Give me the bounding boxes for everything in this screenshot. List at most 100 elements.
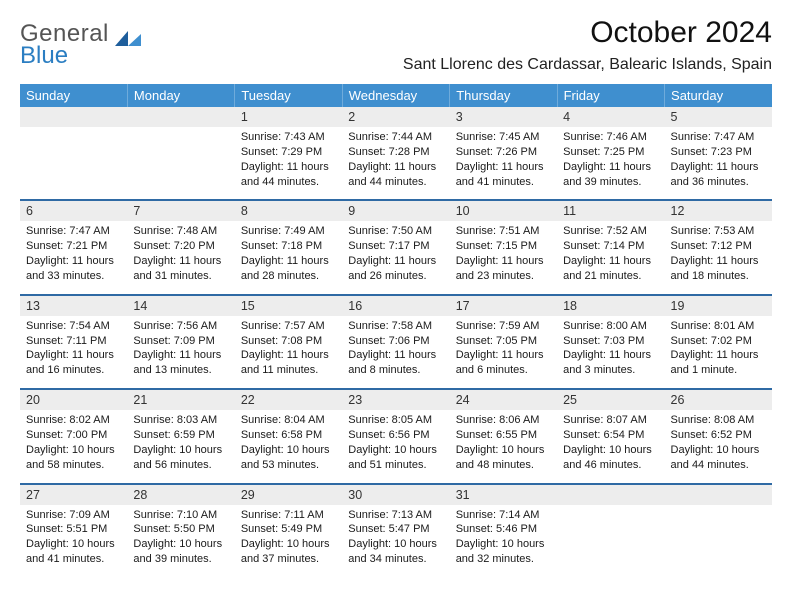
day-content-cell: Sunrise: 7:43 AMSunset: 7:29 PMDaylight:… bbox=[235, 127, 342, 200]
day-number-cell: 25 bbox=[557, 390, 664, 410]
sunrise-line: Sunrise: 7:56 AM bbox=[133, 319, 228, 334]
day-content-row: Sunrise: 7:54 AMSunset: 7:11 PMDaylight:… bbox=[20, 316, 772, 389]
title-block: October 2024 Sant Llorenc des Cardassar,… bbox=[403, 16, 772, 74]
sunset-line: Sunset: 6:58 PM bbox=[241, 428, 336, 443]
day-content-cell: Sunrise: 8:05 AMSunset: 6:56 PMDaylight:… bbox=[342, 410, 449, 483]
day-number-cell: 28 bbox=[127, 485, 234, 505]
day-number-cell: 8 bbox=[235, 201, 342, 221]
day-content-cell: Sunrise: 7:52 AMSunset: 7:14 PMDaylight:… bbox=[557, 221, 664, 294]
daylight-line: Daylight: 11 hours and 33 minutes. bbox=[26, 254, 121, 284]
day-number-cell: 19 bbox=[665, 296, 772, 316]
day-number-cell bbox=[20, 107, 127, 127]
day-content-cell: Sunrise: 7:57 AMSunset: 7:08 PMDaylight:… bbox=[235, 316, 342, 389]
daylight-line: Daylight: 10 hours and 37 minutes. bbox=[241, 537, 336, 567]
daylight-line: Daylight: 11 hours and 44 minutes. bbox=[241, 160, 336, 190]
sunrise-line: Sunrise: 7:50 AM bbox=[348, 224, 443, 239]
daylight-line: Daylight: 11 hours and 21 minutes. bbox=[563, 254, 658, 284]
daylight-line: Daylight: 11 hours and 1 minute. bbox=[671, 348, 766, 378]
day-content-cell: Sunrise: 8:02 AMSunset: 7:00 PMDaylight:… bbox=[20, 410, 127, 483]
sunset-line: Sunset: 5:49 PM bbox=[241, 522, 336, 537]
day-content-cell: Sunrise: 7:56 AMSunset: 7:09 PMDaylight:… bbox=[127, 316, 234, 389]
day-content-cell: Sunrise: 7:54 AMSunset: 7:11 PMDaylight:… bbox=[20, 316, 127, 389]
day-number-cell: 13 bbox=[20, 296, 127, 316]
daylight-line: Daylight: 10 hours and 51 minutes. bbox=[348, 443, 443, 473]
day-content-cell: Sunrise: 7:46 AMSunset: 7:25 PMDaylight:… bbox=[557, 127, 664, 200]
day-content-cell: Sunrise: 7:59 AMSunset: 7:05 PMDaylight:… bbox=[450, 316, 557, 389]
header: General Blue October 2024 Sant Llorenc d… bbox=[20, 16, 772, 74]
daylight-line: Daylight: 11 hours and 16 minutes. bbox=[26, 348, 121, 378]
daylight-line: Daylight: 11 hours and 31 minutes. bbox=[133, 254, 228, 284]
day-number-cell: 30 bbox=[342, 485, 449, 505]
sunrise-line: Sunrise: 7:45 AM bbox=[456, 130, 551, 145]
sunrise-line: Sunrise: 7:51 AM bbox=[456, 224, 551, 239]
sunset-line: Sunset: 7:08 PM bbox=[241, 334, 336, 349]
daylight-line: Daylight: 11 hours and 41 minutes. bbox=[456, 160, 551, 190]
sunrise-line: Sunrise: 8:08 AM bbox=[671, 413, 766, 428]
daynum-row: 13141516171819 bbox=[20, 296, 772, 316]
sunrise-line: Sunrise: 8:02 AM bbox=[26, 413, 121, 428]
day-number-cell: 26 bbox=[665, 390, 772, 410]
day-number-cell: 10 bbox=[450, 201, 557, 221]
daynum-row: 20212223242526 bbox=[20, 390, 772, 410]
day-number-cell: 15 bbox=[235, 296, 342, 316]
sunset-line: Sunset: 7:18 PM bbox=[241, 239, 336, 254]
day-content-cell: Sunrise: 7:47 AMSunset: 7:21 PMDaylight:… bbox=[20, 221, 127, 294]
daylight-line: Daylight: 11 hours and 39 minutes. bbox=[563, 160, 658, 190]
daylight-line: Daylight: 10 hours and 41 minutes. bbox=[26, 537, 121, 567]
daylight-line: Daylight: 10 hours and 46 minutes. bbox=[563, 443, 658, 473]
daylight-line: Daylight: 10 hours and 53 minutes. bbox=[241, 443, 336, 473]
day-number-cell bbox=[127, 107, 234, 127]
day-number-cell: 4 bbox=[557, 107, 664, 127]
col-tuesday: Tuesday bbox=[235, 84, 342, 107]
col-wednesday: Wednesday bbox=[342, 84, 449, 107]
sunset-line: Sunset: 7:11 PM bbox=[26, 334, 121, 349]
sunset-line: Sunset: 7:02 PM bbox=[671, 334, 766, 349]
day-number-cell: 27 bbox=[20, 485, 127, 505]
sunrise-line: Sunrise: 7:09 AM bbox=[26, 508, 121, 523]
col-sunday: Sunday bbox=[20, 84, 127, 107]
col-thursday: Thursday bbox=[450, 84, 557, 107]
day-number-cell: 3 bbox=[450, 107, 557, 127]
sunrise-line: Sunrise: 7:11 AM bbox=[241, 508, 336, 523]
sunset-line: Sunset: 6:55 PM bbox=[456, 428, 551, 443]
sunset-line: Sunset: 6:56 PM bbox=[348, 428, 443, 443]
daylight-line: Daylight: 10 hours and 44 minutes. bbox=[671, 443, 766, 473]
daylight-line: Daylight: 11 hours and 36 minutes. bbox=[671, 160, 766, 190]
day-number-cell: 21 bbox=[127, 390, 234, 410]
sunset-line: Sunset: 5:47 PM bbox=[348, 522, 443, 537]
sunrise-line: Sunrise: 8:01 AM bbox=[671, 319, 766, 334]
day-content-cell: Sunrise: 7:47 AMSunset: 7:23 PMDaylight:… bbox=[665, 127, 772, 200]
day-content-cell: Sunrise: 7:53 AMSunset: 7:12 PMDaylight:… bbox=[665, 221, 772, 294]
day-number-cell: 16 bbox=[342, 296, 449, 316]
day-content-cell: Sunrise: 7:14 AMSunset: 5:46 PMDaylight:… bbox=[450, 505, 557, 577]
sunrise-line: Sunrise: 7:47 AM bbox=[26, 224, 121, 239]
sunrise-line: Sunrise: 7:59 AM bbox=[456, 319, 551, 334]
sunset-line: Sunset: 7:25 PM bbox=[563, 145, 658, 160]
day-number-cell bbox=[665, 485, 772, 505]
sunrise-line: Sunrise: 7:10 AM bbox=[133, 508, 228, 523]
day-content-cell: Sunrise: 8:03 AMSunset: 6:59 PMDaylight:… bbox=[127, 410, 234, 483]
day-content-cell: Sunrise: 7:13 AMSunset: 5:47 PMDaylight:… bbox=[342, 505, 449, 577]
sunrise-line: Sunrise: 8:07 AM bbox=[563, 413, 658, 428]
sunset-line: Sunset: 7:15 PM bbox=[456, 239, 551, 254]
sunrise-line: Sunrise: 8:04 AM bbox=[241, 413, 336, 428]
daylight-line: Daylight: 11 hours and 18 minutes. bbox=[671, 254, 766, 284]
daylight-line: Daylight: 11 hours and 23 minutes. bbox=[456, 254, 551, 284]
daylight-line: Daylight: 11 hours and 3 minutes. bbox=[563, 348, 658, 378]
sunset-line: Sunset: 5:50 PM bbox=[133, 522, 228, 537]
sunrise-line: Sunrise: 7:57 AM bbox=[241, 319, 336, 334]
day-content-cell: Sunrise: 7:58 AMSunset: 7:06 PMDaylight:… bbox=[342, 316, 449, 389]
sunset-line: Sunset: 5:46 PM bbox=[456, 522, 551, 537]
daylight-line: Daylight: 11 hours and 28 minutes. bbox=[241, 254, 336, 284]
day-content-cell: Sunrise: 7:10 AMSunset: 5:50 PMDaylight:… bbox=[127, 505, 234, 577]
day-number-cell: 24 bbox=[450, 390, 557, 410]
day-content-cell: Sunrise: 7:09 AMSunset: 5:51 PMDaylight:… bbox=[20, 505, 127, 577]
day-content-cell: Sunrise: 7:11 AMSunset: 5:49 PMDaylight:… bbox=[235, 505, 342, 577]
calendar-header-row: Sunday Monday Tuesday Wednesday Thursday… bbox=[20, 84, 772, 107]
col-saturday: Saturday bbox=[665, 84, 772, 107]
sunrise-line: Sunrise: 7:54 AM bbox=[26, 319, 121, 334]
day-content-row: Sunrise: 7:09 AMSunset: 5:51 PMDaylight:… bbox=[20, 505, 772, 577]
sunset-line: Sunset: 7:12 PM bbox=[671, 239, 766, 254]
col-monday: Monday bbox=[127, 84, 234, 107]
day-content-row: Sunrise: 8:02 AMSunset: 7:00 PMDaylight:… bbox=[20, 410, 772, 483]
